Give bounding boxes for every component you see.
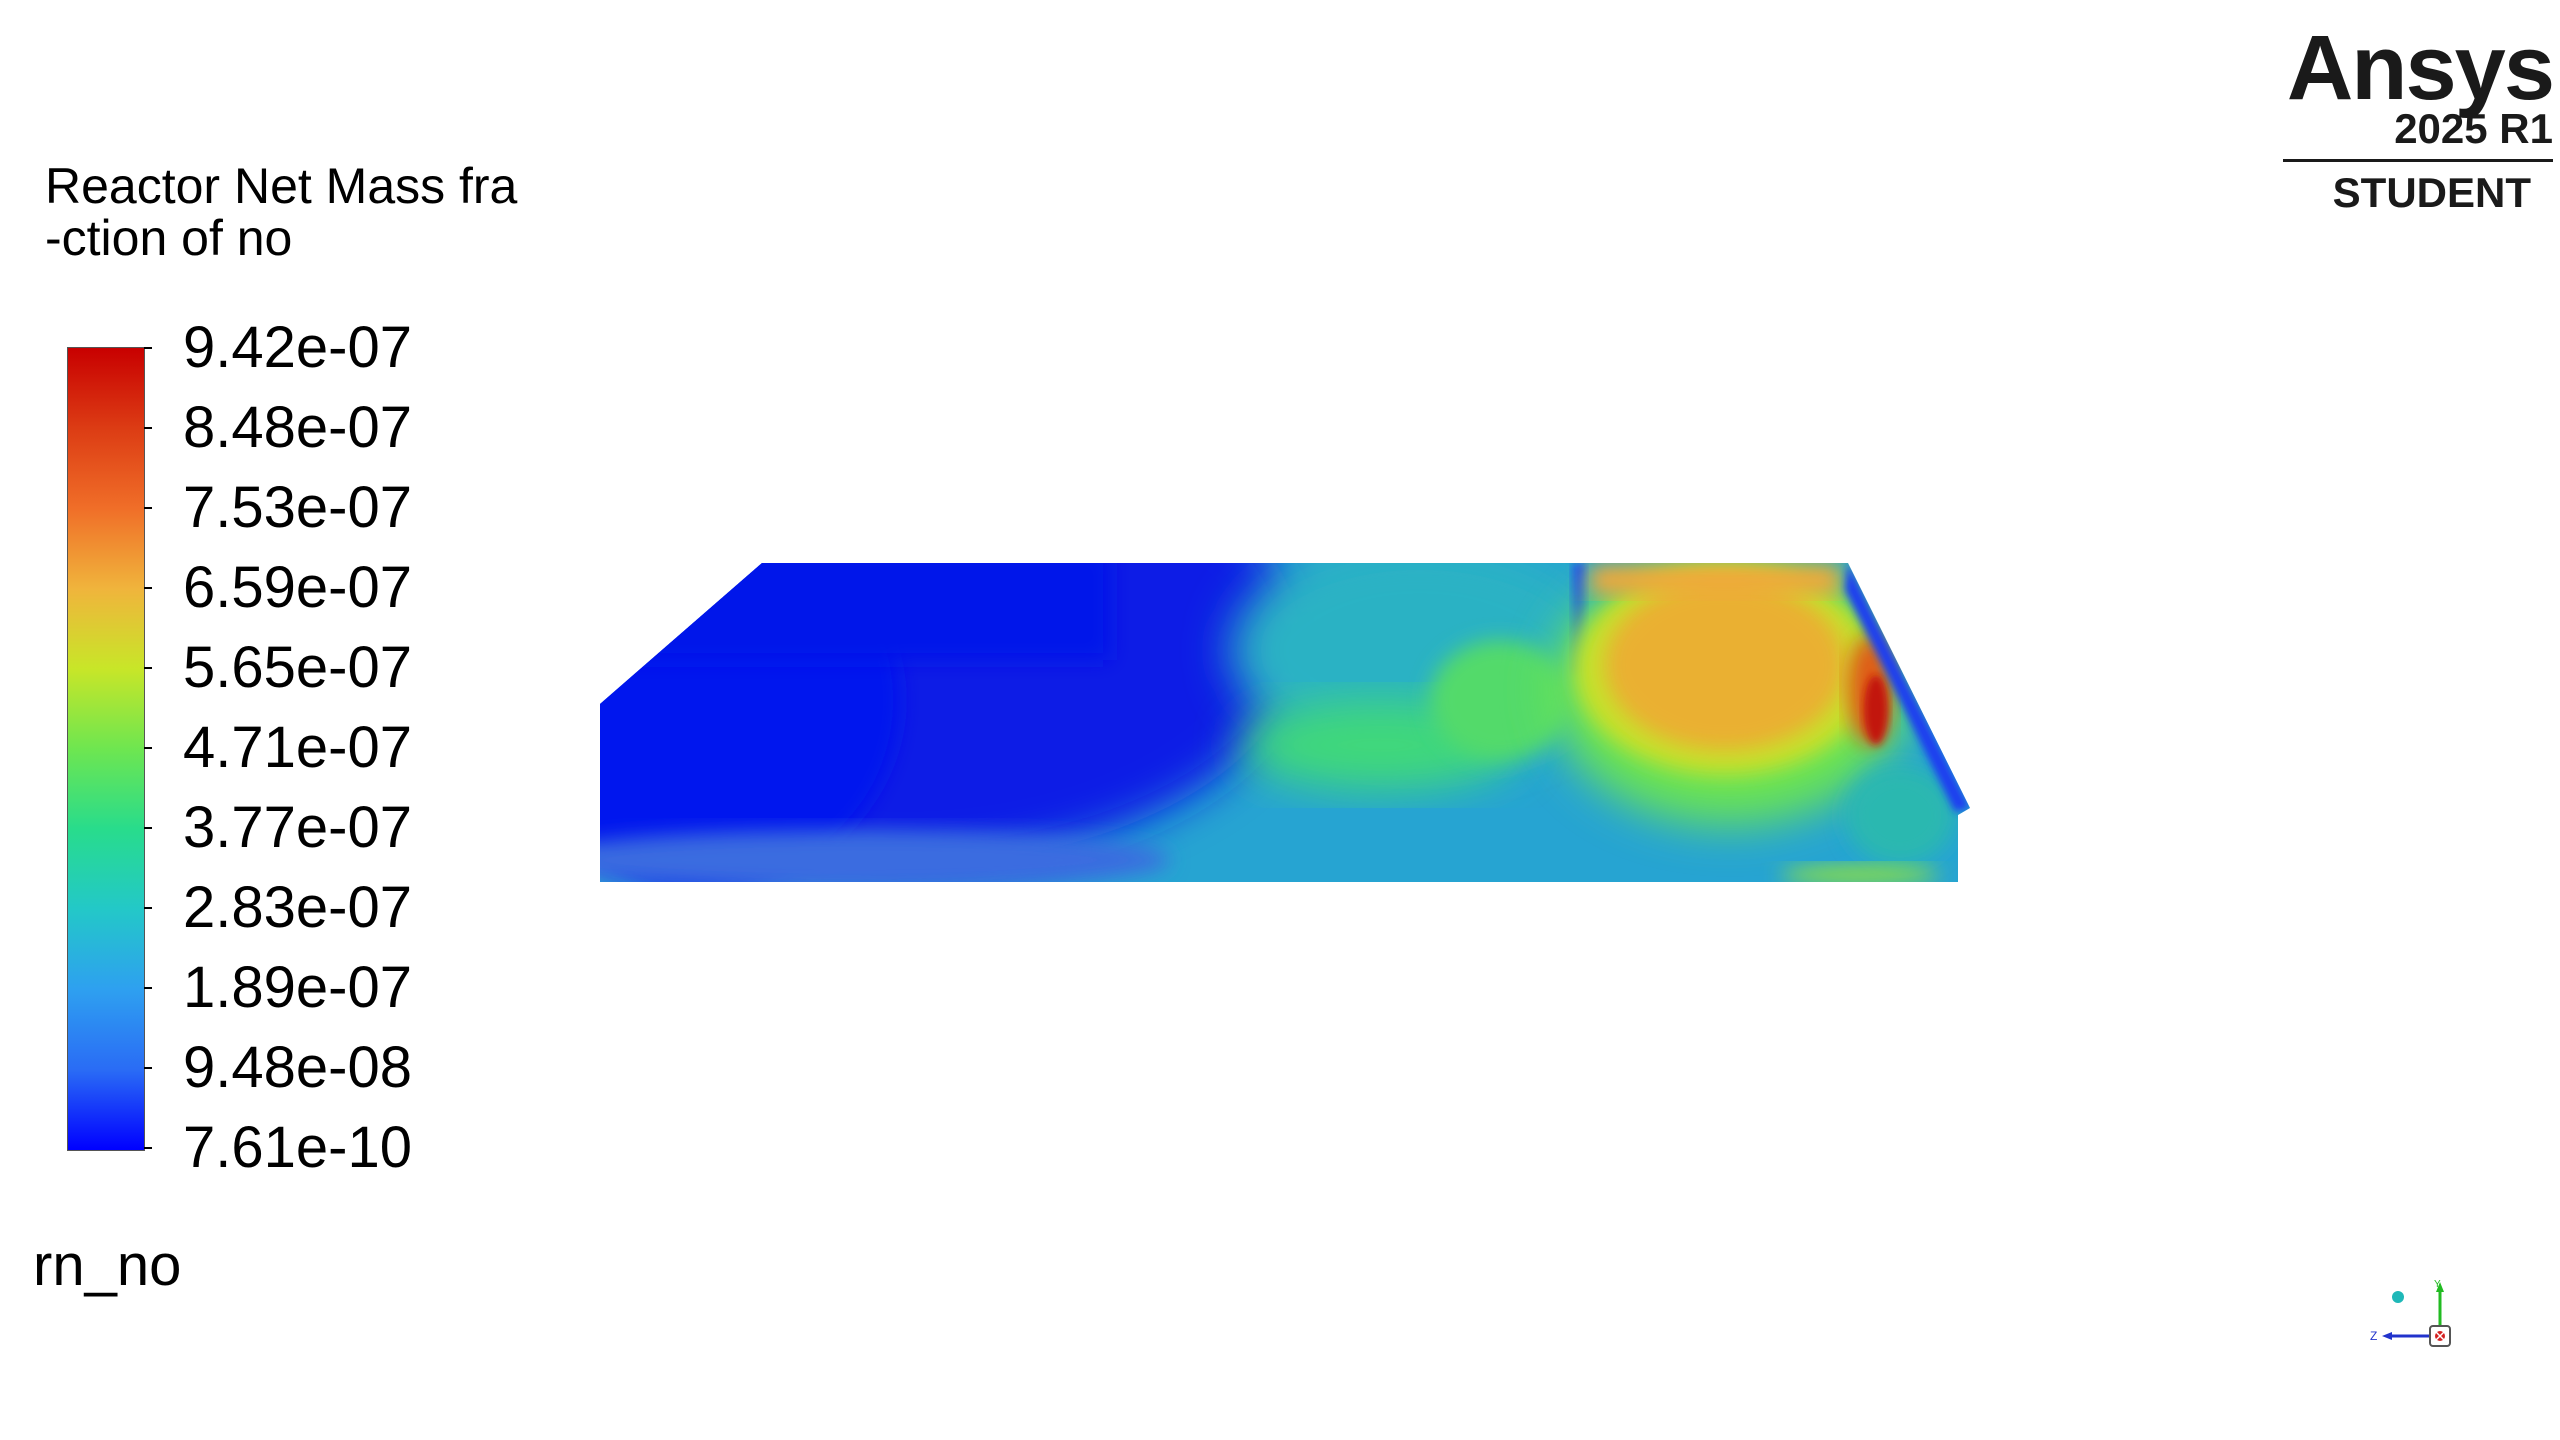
colorbar-tick	[144, 1147, 152, 1149]
colorbar-tick-label: 3.77e-07	[183, 795, 412, 860]
colorbar-tick-label: 4.71e-07	[183, 715, 412, 780]
colorbar-tick	[144, 347, 152, 349]
colorbar-tick-label: 1.89e-07	[183, 955, 412, 1020]
colorbar-tick	[144, 747, 152, 749]
colorbar	[67, 347, 145, 1151]
legend-title: Reactor Net Mass fra -ction of no	[45, 158, 518, 266]
logo-divider	[2283, 159, 2553, 162]
colorbar-tick-label: 5.65e-07	[183, 635, 412, 700]
coordinate-triad-icon[interactable]: Y Z	[2370, 1278, 2460, 1358]
colorbar-tick-label: 7.53e-07	[183, 475, 412, 540]
colorbar-tick-label: 7.61e-10	[183, 1115, 412, 1180]
colorbar-tick-label: 2.83e-07	[183, 875, 412, 940]
version-label: 2025 R1	[2394, 105, 2553, 152]
triad-z-label: Z	[2370, 1329, 2377, 1343]
colorbar-tick-label: 8.48e-07	[183, 395, 412, 460]
variable-name: rn_no	[33, 1233, 182, 1298]
colorbar-tick-label: 6.59e-07	[183, 555, 412, 620]
colorbar-tick-label: 9.42e-07	[183, 315, 412, 380]
colorbar-tick	[144, 507, 152, 509]
colorbar-tick	[144, 827, 152, 829]
colorbar-tick	[144, 427, 152, 429]
triad-y-label: Y	[2434, 1279, 2441, 1290]
colorbar-tick	[144, 667, 152, 669]
colorbar-tick	[144, 987, 152, 989]
edition-label: STUDENT	[2332, 169, 2531, 216]
colorbar-tick	[144, 1067, 152, 1069]
colorbar-tick-label: 9.48e-08	[183, 1035, 412, 1100]
colorbar-tick	[144, 907, 152, 909]
contour-field	[600, 563, 1970, 882]
colorbar-tick	[144, 587, 152, 589]
ansys-logo-icon: Ansys	[2286, 17, 2555, 119]
ansys-logo: Ansys 2025 R1 STUDENT	[2283, 17, 2555, 228]
